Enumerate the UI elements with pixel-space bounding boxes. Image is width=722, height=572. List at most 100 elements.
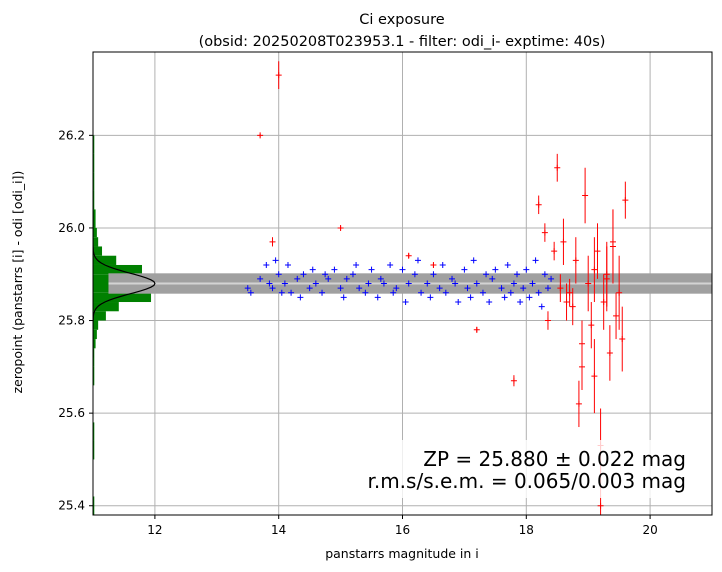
used-data-point (387, 261, 394, 268)
used-data-point (319, 289, 326, 296)
used-data-point (504, 261, 511, 268)
used-data-point (362, 289, 369, 296)
y-tick-label: 25.4 (58, 499, 85, 513)
used-data-point (442, 289, 449, 296)
used-data-point (510, 280, 517, 287)
used-data-point (275, 271, 282, 278)
x-tick-label: 14 (271, 523, 286, 537)
rejected-data-point (337, 224, 344, 231)
rejected-data-point (554, 164, 561, 171)
used-data-point (306, 285, 313, 292)
used-data-point (411, 271, 418, 278)
used-data-point (257, 275, 264, 282)
used-data-point (501, 294, 508, 301)
histogram-bar (93, 255, 117, 265)
used-data-point (430, 271, 437, 278)
histogram-bar (93, 246, 103, 256)
chart-title: Ci exposure (359, 12, 444, 28)
tick-layer: 12 14 16 18 20 25.4 25.6 25.8 26.0 26.2 (58, 128, 657, 537)
histogram-bar (93, 348, 95, 367)
rejected-data-point (560, 238, 567, 245)
used-data-point (356, 285, 363, 292)
rejected-data-point (569, 303, 576, 310)
histogram-bar (93, 209, 96, 228)
used-data-point (377, 275, 384, 282)
y-tick-label: 25.6 (58, 406, 85, 420)
used-data-point (427, 294, 434, 301)
used-data-point (294, 275, 301, 282)
used-data-point (244, 285, 251, 292)
rejected-data-point (551, 248, 558, 255)
used-data-point (405, 280, 412, 287)
rejected-data-point (616, 289, 623, 296)
used-data-point (331, 266, 338, 273)
used-data-point (439, 261, 446, 268)
histogram-bar (93, 496, 95, 515)
rejected-data-point (585, 280, 592, 287)
histogram-bar (93, 320, 99, 330)
rejected-data-point (588, 322, 595, 329)
used-data-point (414, 257, 421, 264)
rejected-data-point (606, 349, 613, 356)
used-data-point (300, 271, 307, 278)
used-data-point (535, 289, 542, 296)
used-data-point (436, 285, 443, 292)
rejected-data-point (430, 261, 437, 268)
histogram-bar (93, 422, 95, 441)
used-data-point (548, 275, 555, 282)
y-tick-label: 26.2 (58, 128, 85, 142)
used-data-point (337, 285, 344, 292)
rejected-data-point (275, 72, 282, 79)
histogram-bar (93, 153, 95, 173)
x-tick-label: 12 (147, 523, 162, 537)
used-data-point (263, 261, 270, 268)
histogram-bar (93, 366, 95, 386)
used-data-point (325, 275, 332, 282)
used-data-point (461, 266, 468, 273)
used-data-point (312, 280, 319, 287)
rejected-data-point (544, 317, 551, 324)
used-data-point (247, 289, 254, 296)
rejected-data-point (613, 312, 620, 319)
used-data-point (492, 266, 499, 273)
rejected-data-point (591, 373, 598, 380)
used-points-layer (244, 257, 555, 310)
used-data-point (272, 257, 279, 264)
used-data-point (418, 289, 425, 296)
rejected-data-point (566, 289, 573, 296)
used-data-point (517, 299, 524, 306)
rejected-data-point (572, 257, 579, 264)
used-data-point (322, 271, 329, 278)
rejected-data-point (557, 285, 564, 292)
used-data-point (393, 285, 400, 292)
used-data-point (489, 275, 496, 282)
used-data-point (402, 299, 409, 306)
used-data-point (526, 294, 533, 301)
used-data-point (523, 266, 530, 273)
rejected-data-point (405, 252, 412, 259)
used-data-point (470, 257, 477, 264)
used-data-point (486, 299, 493, 306)
zeropoint-annotation: ZP = 25.880 ± 0.022 mag (423, 447, 686, 471)
used-data-point (309, 266, 316, 273)
used-data-point (353, 261, 360, 268)
used-data-point (529, 280, 536, 287)
y-axis-label: zeropoint (panstarrs [i] - odi [odi_i]) (10, 171, 25, 394)
used-data-point (455, 299, 462, 306)
rejected-data-point (269, 238, 276, 245)
used-data-point (380, 280, 387, 287)
histogram-bar (93, 227, 97, 238)
used-data-point (514, 271, 521, 278)
histogram-bar (93, 311, 106, 321)
rejected-data-point (600, 299, 607, 306)
used-data-point (541, 271, 548, 278)
x-tick-label: 20 (642, 523, 657, 537)
rejected-points-layer (257, 61, 629, 515)
used-data-point (483, 271, 490, 278)
x-tick-label: 18 (519, 523, 534, 537)
histogram-bar (93, 292, 152, 303)
rejected-data-point (603, 271, 610, 278)
rejected-data-point (579, 340, 586, 347)
x-tick-label: 16 (395, 523, 410, 537)
used-data-point (374, 294, 381, 301)
